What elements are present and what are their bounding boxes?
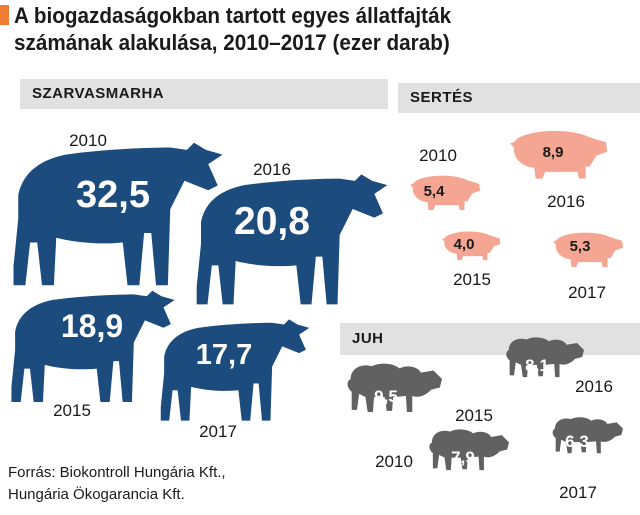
data-label: 6,3 [565,432,589,451]
cow-icon [13,142,223,286]
year-label: 2010 [419,146,457,165]
data-label: 8,9 [543,144,564,161]
pig-2015: 4,0 2015 [442,231,501,289]
data-label: 9,5 [374,387,398,406]
pig-2010: 5,4 2010 [410,146,481,211]
year-label: 2017 [568,283,606,302]
cow-icon [160,319,310,421]
data-label: 5,4 [424,183,446,200]
section-band-cattle: SZARVASMARHA [20,79,388,109]
year-label: 2016 [253,160,291,179]
sheep-2017: 6,3 2017 [552,417,623,502]
pig-icon [410,175,481,211]
pig-icon [553,232,624,268]
chart-title-line-2: számának alakulása, 2010–2017 (ezer dara… [14,30,450,55]
data-label: 5,3 [570,238,591,255]
pig-2016: 8,9 2016 [510,130,608,211]
cow-2015: 18,9 2015 [11,290,175,420]
chart-title-line-1: A biogazdaságokban tartott egyes állatfa… [14,3,452,28]
data-label: 7,9 [451,448,475,467]
pig-2017: 5,3 2017 [553,232,624,302]
cow-icon [196,174,388,305]
pig-icon [510,130,608,179]
year-label: 2017 [199,422,237,441]
sheep-2010: 9,5 2010 [347,363,442,471]
pig-icon [442,231,501,261]
source-line-2: Hungária Ökogarancia Kft. [8,486,185,503]
data-label: 17,7 [196,339,252,371]
year-label: 2015 [453,270,491,289]
source-line-1: Forrás: Biokontroll Hungária Kft., [8,464,226,481]
cow-2016: 20,8 2016 [196,160,388,305]
year-label: 2015 [455,406,493,425]
year-label: 2015 [53,401,91,420]
data-label: 32,5 [76,174,150,216]
sheep-icon [429,429,509,471]
sheep-2016: 8,1 2016 [506,337,613,396]
data-label: 8,1 [525,356,549,375]
source-note: Forrás: Biokontroll Hungária Kft., Hungá… [8,462,226,506]
cow-icon [11,290,175,402]
sheep-icon [347,363,442,412]
data-label: 4,0 [454,236,475,253]
year-label: 2010 [375,452,413,471]
cow-2017: 17,7 2017 [160,319,310,441]
section-band-pigs: SERTÉS [398,83,640,113]
sheep-2015: 7,9 2015 [429,406,509,471]
data-label: 20,8 [234,200,310,243]
year-label: 2010 [69,131,107,150]
year-label: 2016 [575,377,613,396]
cow-2010: 32,5 2010 [13,131,223,286]
title-accent-bar [0,5,9,25]
sheep-icon [506,337,584,378]
chart-title: A biogazdaságokban tartott egyes állatfa… [14,2,597,56]
year-label: 2017 [559,483,597,502]
data-label: 18,9 [61,308,123,344]
section-band-sheep: JUH [340,323,640,355]
sheep-icon [552,417,623,454]
year-label: 2016 [547,192,585,211]
